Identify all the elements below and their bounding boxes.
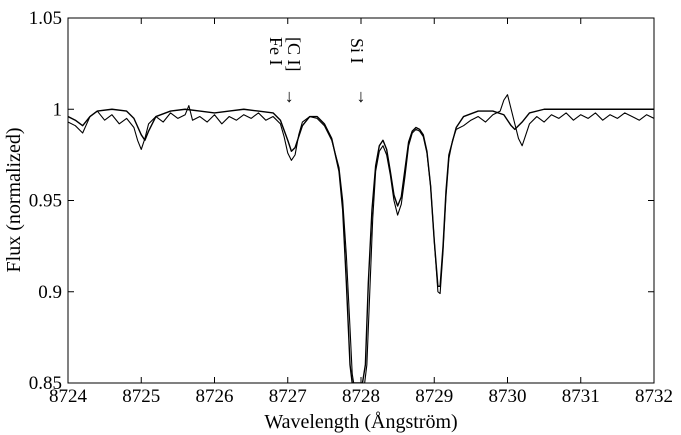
x-tick-label: 8730 (489, 386, 527, 407)
annotation-fe-c-arrow: ↓ (285, 86, 294, 106)
y-tick-label: 0.85 (29, 373, 62, 394)
x-tick-label: 8731 (562, 386, 600, 407)
y-tick-label: 1.05 (29, 8, 62, 29)
model-spectrum-line (68, 108, 654, 383)
annotation-fe-i: Fe I (266, 37, 286, 66)
x-tick-label: 8729 (415, 386, 453, 407)
x-tick-label: 8724 (49, 386, 88, 407)
y-tick-label: 1 (53, 99, 63, 120)
x-tick-label: 8732 (635, 386, 673, 407)
y-tick-label: 0.95 (29, 191, 62, 212)
plot-frame (67, 17, 655, 384)
annotation-si-arrow: ↓ (357, 86, 366, 106)
x-axis-title: Wavelength (Ångström) (264, 411, 457, 433)
x-tick-label: 8727 (269, 386, 307, 407)
x-tick-label: 8728 (342, 386, 380, 407)
y-tick-label: 0.9 (38, 282, 62, 303)
y-axis-title: Flux (normalized) (3, 128, 25, 273)
x-tick-label: 8726 (196, 386, 234, 407)
x-tick-label: 8725 (122, 386, 160, 407)
annotation-c-i: [C I] (284, 37, 304, 72)
annotation-si-i: Si I (347, 38, 367, 64)
observed-spectrum-line (68, 94, 654, 383)
